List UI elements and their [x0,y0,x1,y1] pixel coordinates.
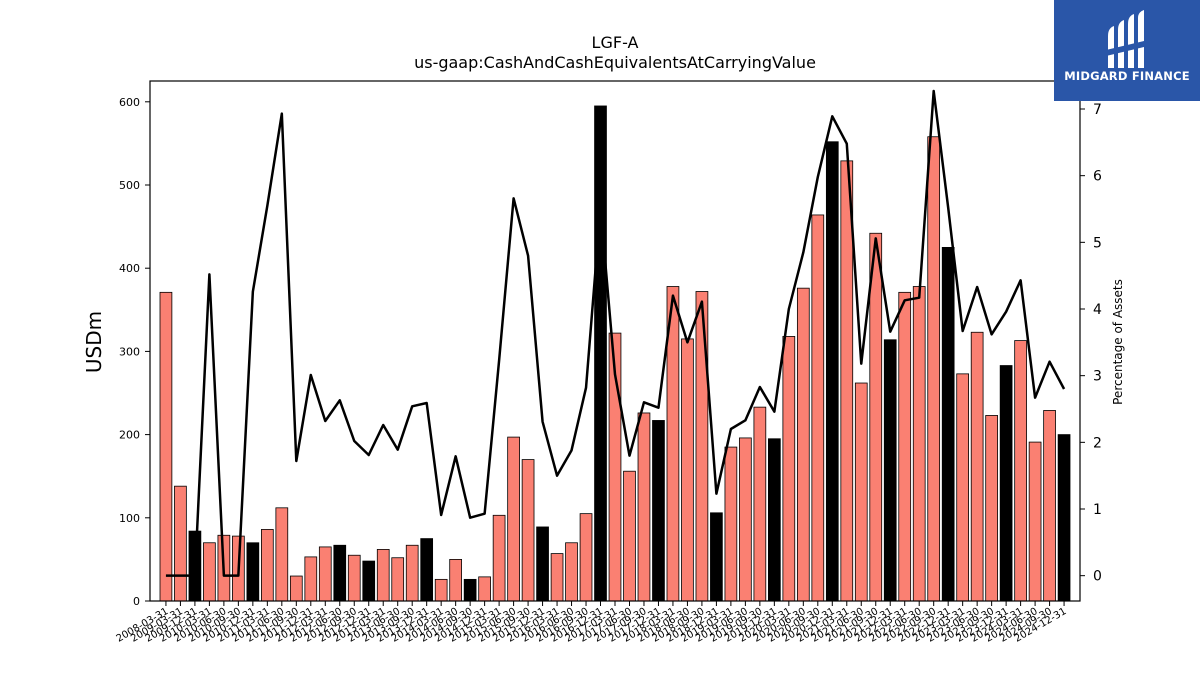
bar-2009-03-31 [174,485,187,602]
y2-tick-label: 0 [1093,569,1102,585]
y2-tick-label: 4 [1093,302,1102,318]
bar-2023-06-30 [970,331,984,602]
bar-2014-06-30 [449,559,462,602]
bar-2022-06-30 [912,286,926,602]
bar-2019-09-30 [753,406,767,602]
bars [159,105,1071,602]
y2-tick-label: 5 [1093,235,1102,251]
bar-2021-06-30 [854,382,868,602]
y-tick-label: 300 [119,345,140,358]
bar-2024-03-31 [1014,340,1027,602]
bar-2018-09-30 [695,291,709,602]
bar-2015-12-31 [536,526,549,602]
y-tick-label: 100 [119,512,140,525]
bar-2024-12-31 [1057,434,1071,602]
bar-2022-12-31 [941,246,955,602]
midgard-finance-logo: MIDGARD FINANCE [1054,0,1200,101]
chart-title: LGF-A [592,33,639,52]
bar-2015-03-31 [492,514,506,602]
bar-2022-09-30 [927,136,941,602]
bar-2023-12-31 [999,365,1013,602]
bar-2023-09-30 [985,415,998,602]
bar-2016-06-30 [565,542,578,602]
y-tick-label: 500 [119,179,140,192]
y2-tick-label: 6 [1093,169,1102,185]
axes: 0100200300400500600012345672008-03-31200… [115,80,1102,645]
y2-axis-label: Percentage of Assets [1111,279,1125,405]
y-tick-label: 200 [119,429,140,442]
bar-2008-03-31 [159,291,173,602]
bar-2014-03-31 [434,578,448,602]
bar-2011-03-31 [260,529,274,602]
y2-tick-label: 7 [1093,102,1102,118]
bar-2014-09-30 [463,578,477,602]
bar-2012-12-31 [362,560,376,602]
y-axis-label: USDm [82,311,106,373]
bar-2010-12-31 [246,542,260,602]
bar-2014-12-31 [478,576,491,602]
bar-2018-06-30 [681,338,694,602]
bar-2011-06-30 [275,507,289,602]
bar-2017-06-30 [623,470,636,602]
bar-2013-03-31 [376,549,390,602]
y-tick-label: 0 [133,595,140,608]
bar-2019-12-31 [768,438,781,602]
bar-2012-03-31 [318,546,332,602]
bar-2019-06-30 [739,437,752,602]
bar-2023-03-31 [956,373,969,602]
bar-2021-12-31 [883,339,897,602]
bar-2010-03-31 [203,542,216,602]
bar-2013-06-30 [391,557,405,602]
bar-2020-09-30 [811,214,825,602]
bar-2020-03-31 [782,336,796,602]
bar-2024-06-30 [1028,441,1042,602]
midgard-mark-icon [1106,10,1148,68]
bar-2021-03-31 [840,160,854,602]
percentage-line-series [165,89,1066,577]
bar-2012-09-30 [347,554,361,602]
percentage-line [165,89,1066,577]
bar-2017-09-30 [637,412,651,602]
y-tick-label: 400 [119,262,140,275]
bar-2020-12-31 [825,141,839,602]
chart-subtitle: us-gaap:CashAndCashEquivalentsAtCarrying… [414,53,816,72]
bar-2013-09-30 [405,544,419,602]
bar-2017-12-31 [652,420,665,602]
bar-2021-09-30 [869,232,883,602]
bar-2016-12-31 [594,105,607,602]
y2-tick-label: 3 [1093,369,1102,385]
y2-tick-label: 2 [1093,435,1102,451]
bar-2016-09-30 [579,513,593,602]
logo-text: MIDGARD FINANCE [1064,69,1190,83]
bar-2016-03-31 [550,553,564,602]
bar-2012-06-30 [333,544,347,602]
bar-2013-12-31 [420,538,434,602]
bar-2011-12-31 [304,556,318,602]
bar-2015-06-30 [507,436,520,602]
bar-2019-03-31 [724,446,738,602]
bar-2018-12-31 [710,512,723,602]
bar-2024-09-30 [1043,410,1056,602]
bar-2020-06-30 [796,287,810,602]
bar-2015-09-30 [521,459,535,602]
bar-2022-03-31 [898,291,912,602]
bar-2011-09-30 [289,575,303,602]
y2-tick-label: 1 [1093,502,1102,518]
y-tick-label: 600 [119,96,140,109]
